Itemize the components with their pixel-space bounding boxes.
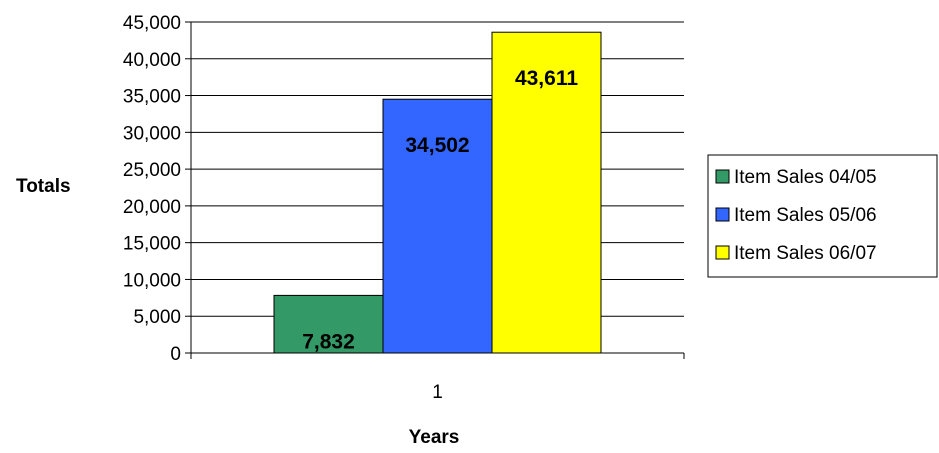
y-tick-label: 10,000: [123, 270, 181, 291]
legend-swatch: [715, 245, 730, 260]
legend-swatch: [715, 207, 730, 222]
x-tick-label: 1: [432, 382, 443, 403]
y-tick-label: 30,000: [123, 123, 181, 144]
data-label: 7,832: [302, 330, 355, 353]
data-label: 43,611: [515, 67, 578, 90]
y-tick-label: 35,000: [123, 87, 181, 108]
legend-label: Item Sales 04/05: [734, 167, 877, 188]
y-tick-label: 45,000: [123, 13, 181, 34]
x-axis-title: Years: [409, 427, 460, 448]
bars: [273, 31, 602, 354]
y-tick-label: 5,000: [133, 307, 181, 328]
y-tick-label: 0: [170, 344, 181, 365]
data-label: 34,502: [405, 134, 469, 157]
legend-label: Item Sales 06/07: [734, 243, 877, 264]
legend: Item Sales 04/05 Item Sales 05/06 Item Sal…: [707, 154, 938, 278]
legend-label: Item Sales 05/06: [734, 205, 877, 226]
axes: [185, 21, 685, 359]
y-axis-title: Totals: [16, 176, 71, 197]
data-labels: 7,832 34,502 43,611: [302, 67, 578, 353]
y-tick-labels: 0 5,000 10,000 15,000 20,000 25,000 30,000 35,0…: [123, 13, 181, 365]
x-tick-labels: 1: [432, 382, 443, 403]
y-tick-label: 20,000: [123, 197, 181, 218]
y-tick-label: 25,000: [123, 160, 181, 181]
y-tick-label: 40,000: [123, 50, 181, 71]
y-tick-label: 15,000: [123, 234, 181, 255]
legend-swatch: [715, 169, 730, 184]
legend-frame: [707, 154, 938, 278]
